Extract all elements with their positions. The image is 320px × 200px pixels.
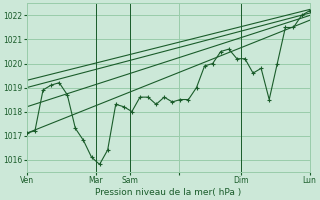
X-axis label: Pression niveau de la mer( hPa ): Pression niveau de la mer( hPa ) <box>95 188 241 197</box>
